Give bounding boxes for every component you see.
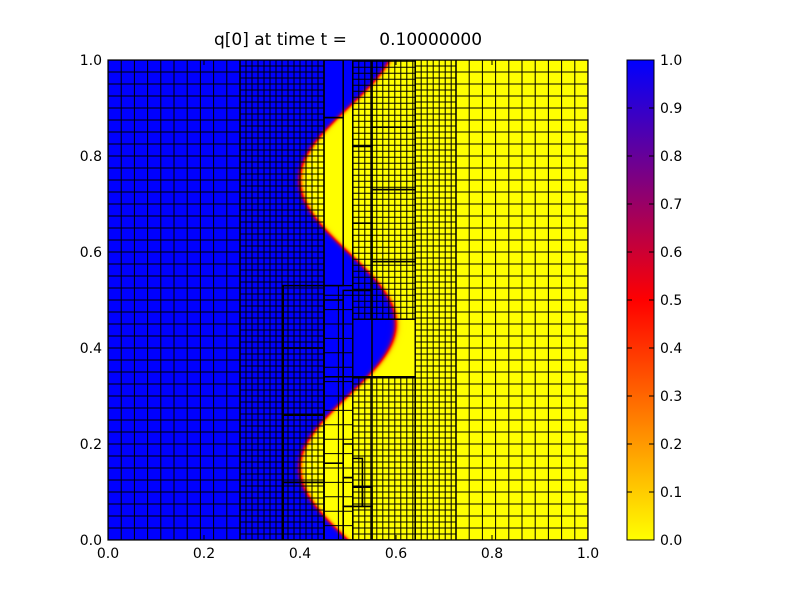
plot-area: 0.0 0.2 0.4 0.6 0.8 1.0 0.0 0.2 0.4 0.6 0.8 1.0 xyxy=(80,53,599,562)
x-tick-label: 0.4 xyxy=(289,546,311,562)
x-tick-label: 0.2 xyxy=(193,546,215,562)
amr-grid-lines xyxy=(414,60,456,540)
x-tick-label: 0.8 xyxy=(481,546,503,562)
colorbar: 0.0 0.1 0.2 0.3 0.4 0.5 0.6 0.7 0.8 0.9 1.0 xyxy=(626,53,682,549)
colorbar-tick-label: 0.1 xyxy=(660,485,682,501)
colorbar-tick-label: 0.8 xyxy=(660,149,682,165)
amr-patch xyxy=(108,60,241,540)
amr-patch xyxy=(414,60,457,540)
y-tick-label: 0.6 xyxy=(80,245,102,261)
colorbar-tick-label: 0.6 xyxy=(660,245,682,261)
colorbar-tick-label: 0.3 xyxy=(660,389,682,405)
amr-patch xyxy=(455,60,588,540)
y-axis: 0.0 0.2 0.4 0.6 0.8 1.0 xyxy=(80,53,588,549)
amr-patch xyxy=(239,60,325,540)
colorbar-tick-label: 0.5 xyxy=(660,293,682,309)
x-tick-label: 1.0 xyxy=(577,546,599,562)
colorbar-tick-label: 1.0 xyxy=(660,53,682,69)
x-tick-label: 0.0 xyxy=(97,546,119,562)
amr-grid-lines xyxy=(108,60,241,540)
colorbar-tick-label: 0.9 xyxy=(660,101,682,117)
x-axis: 0.0 0.2 0.4 0.6 0.8 1.0 xyxy=(97,60,599,562)
colorbar-tick-label: 0.0 xyxy=(660,533,682,549)
y-tick-label: 0.4 xyxy=(80,341,102,357)
y-tick-label: 0.2 xyxy=(80,437,102,453)
chart-title: q[0] at time t = 0.10000000 xyxy=(213,30,483,50)
colorbar-tick-label: 0.7 xyxy=(660,197,682,213)
y-tick-label: 1.0 xyxy=(80,53,102,69)
amr-coarse-block xyxy=(352,457,364,488)
x-tick-label: 0.6 xyxy=(385,546,407,562)
y-tick-label: 0.8 xyxy=(80,149,102,165)
colorbar-tick-label: 0.4 xyxy=(660,341,682,357)
amr-coarse-blocks xyxy=(282,60,416,540)
y-tick-label: 0.0 xyxy=(80,533,102,549)
amr-grid-lines xyxy=(455,60,588,540)
amr-coarse-block xyxy=(371,60,416,128)
colorbar-tick-label: 0.2 xyxy=(660,437,682,453)
colorbar-ticks: 0.0 0.1 0.2 0.3 0.4 0.5 0.6 0.7 0.8 0.9 1.0 xyxy=(627,53,682,549)
amr-grid-lines xyxy=(239,60,325,540)
amr-coarse-block xyxy=(323,60,344,119)
plot-frame xyxy=(107,59,589,541)
amr-patch-border xyxy=(455,60,588,540)
